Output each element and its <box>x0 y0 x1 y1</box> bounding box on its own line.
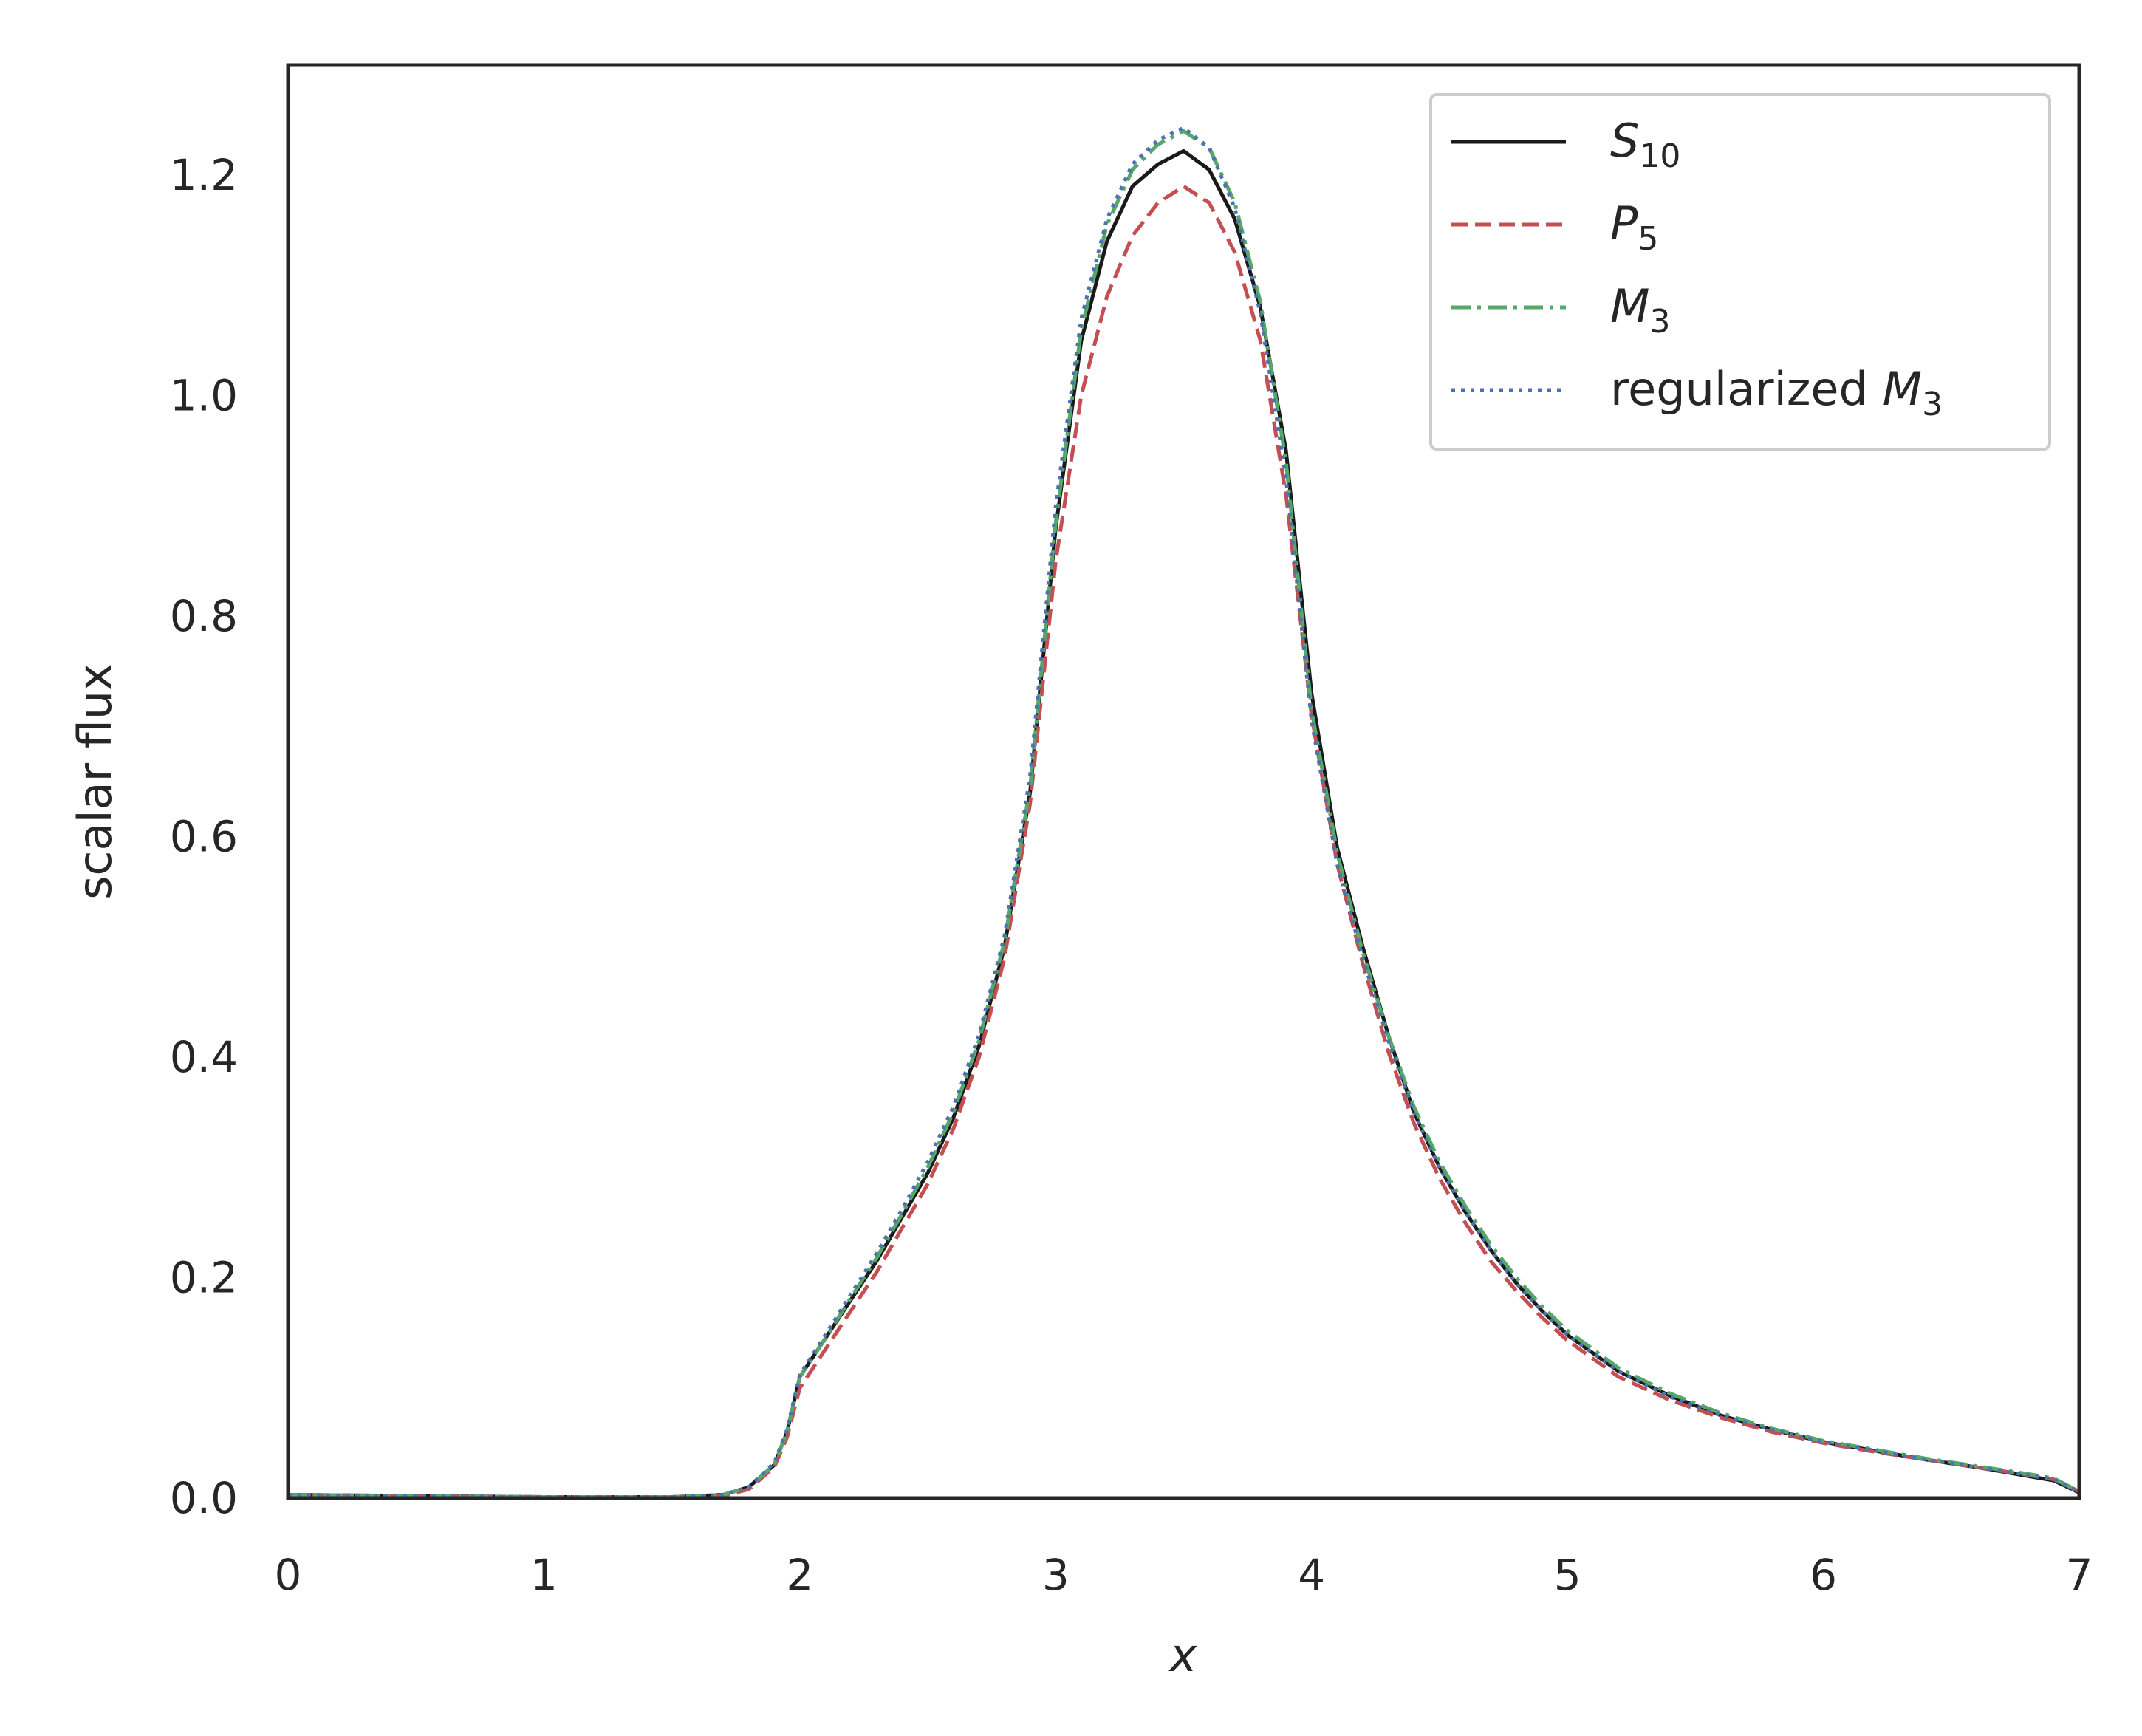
x-tick-label: 1 <box>530 1550 558 1600</box>
x-tick-label: 4 <box>1298 1550 1325 1600</box>
y-tick-label: 0.2 <box>170 1253 238 1303</box>
legend-items: S10 P5 M3 regularized M3 <box>1451 114 1943 423</box>
y-axis-label: scalar flux <box>68 663 122 900</box>
legend-label-3: regularized M3 <box>1610 362 1943 423</box>
series-line-1 <box>287 184 2081 1499</box>
x-tick-label: 0 <box>275 1550 302 1600</box>
y-tick-label: 1.2 <box>170 150 238 200</box>
y-tick-label: 0.6 <box>170 812 238 862</box>
x-axis-label: x <box>1168 1628 1198 1682</box>
legend-box <box>1429 93 2051 451</box>
axis-ticks: 0 1 2 3 4 5 6 7 0.0 0.2 0.4 0.6 0.8 1.0 1.2 <box>170 150 2093 1600</box>
x-tick-label: 6 <box>1810 1550 1837 1600</box>
x-tick-label: 7 <box>2066 1550 2093 1600</box>
legend: S10 P5 M3 regularized M3 <box>1429 93 2051 451</box>
y-tick-label: 0.4 <box>170 1032 238 1082</box>
y-tick-label: 0.8 <box>170 591 238 641</box>
x-tick-label: 5 <box>1554 1550 1581 1600</box>
y-tick-label: 1.0 <box>170 371 238 421</box>
x-tick-label: 2 <box>786 1550 813 1600</box>
series-lines <box>287 126 2081 1499</box>
plot-frame <box>286 63 2081 1500</box>
legend-label-1: P5 <box>1610 197 1658 258</box>
legend-label-0: S10 <box>1610 114 1680 175</box>
x-tick-label: 3 <box>1042 1550 1070 1600</box>
series-line-3 <box>287 126 2081 1499</box>
legend-label-2: M3 <box>1610 279 1671 341</box>
y-tick-label: 0.0 <box>170 1473 238 1523</box>
